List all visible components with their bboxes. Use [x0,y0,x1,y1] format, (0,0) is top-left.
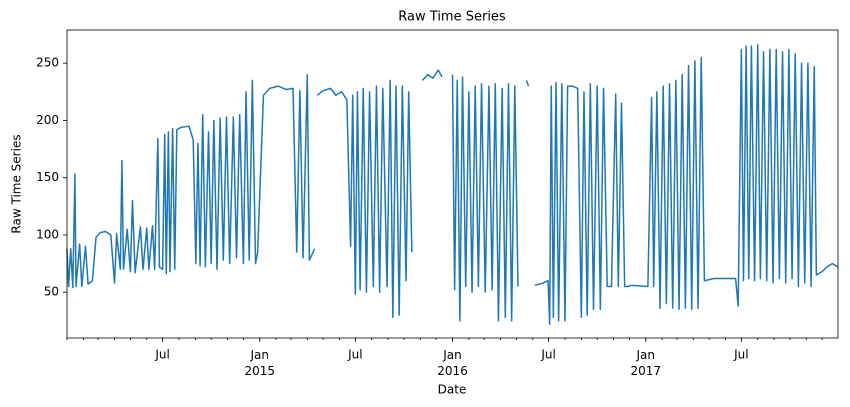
y-axis-label: Raw Time Series [10,134,24,233]
x-axis-label: Date [438,383,467,397]
plot-frame [66,29,839,339]
x-tick-label: Jan 2016 [437,348,468,378]
y-tick-label: 50 [44,285,59,299]
line-series [66,44,839,326]
y-tick-label: 200 [36,113,59,127]
x-tick-label: Jul [154,348,169,362]
y-tick-label: 150 [36,170,59,184]
x-tick-label: Jul [347,348,362,362]
y-tick-label: 100 [36,227,59,241]
x-tick-label: Jul [540,348,555,362]
x-tick-label: Jan 2015 [244,348,275,378]
x-tick-label: Jan 2017 [631,348,662,378]
chart-title: Raw Time Series [398,10,506,25]
x-tick-label: Jul [733,348,748,362]
y-tick-label: 250 [36,56,59,70]
